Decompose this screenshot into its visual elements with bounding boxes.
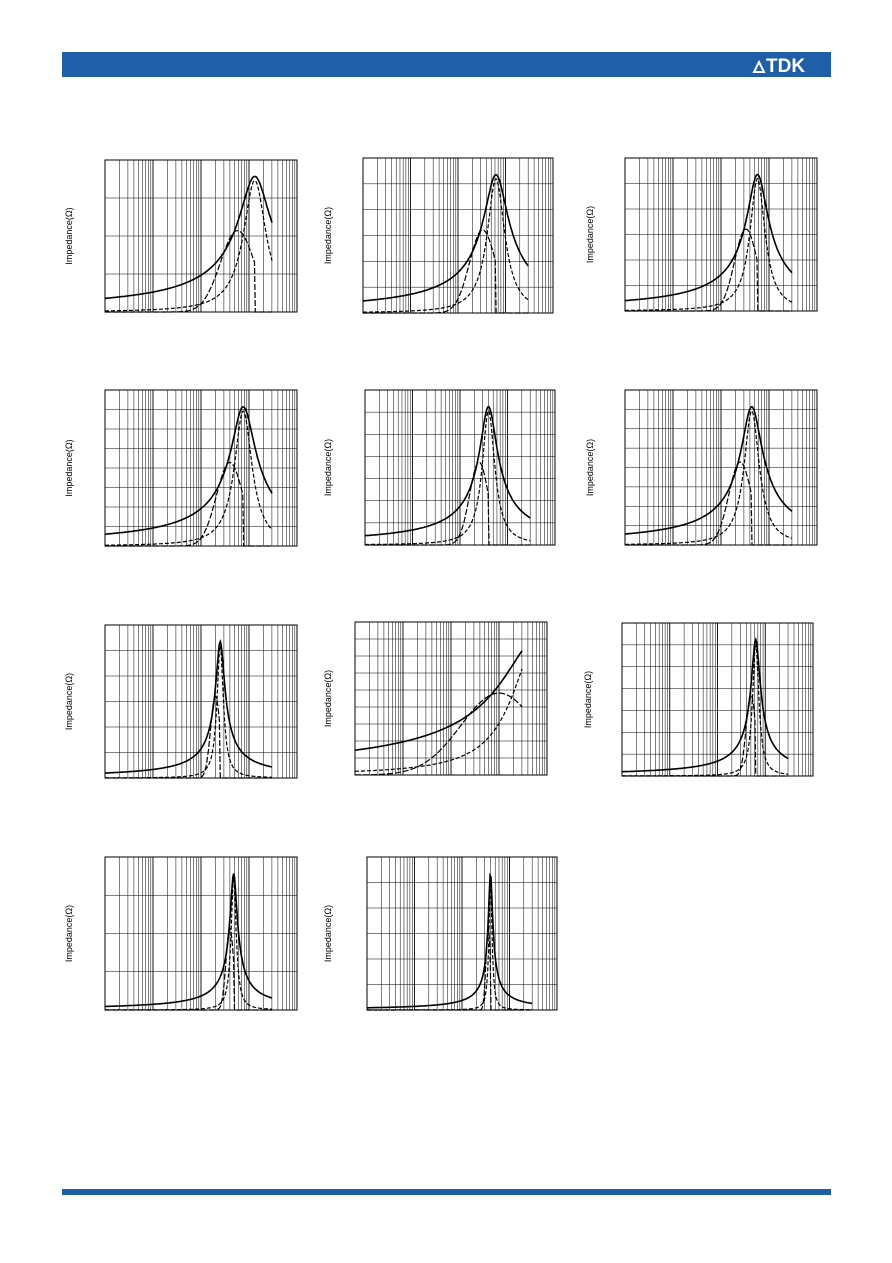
impedance-curve <box>105 873 273 1008</box>
reactance-curve <box>105 461 272 547</box>
resistance-curve <box>625 177 793 311</box>
resistance-curve <box>363 177 529 313</box>
impedance-chart: Impedance(Ω) <box>585 389 818 546</box>
reactance-curve <box>105 229 272 313</box>
header-bar <box>62 52 831 77</box>
impedance-curve <box>624 405 793 535</box>
footer-bar <box>62 1189 831 1195</box>
impedance-chart: Impedance(Ω) <box>64 624 298 779</box>
y-axis-label: Impedance(Ω) <box>64 673 74 730</box>
impedance-chart: Impedance(Ω) <box>64 159 298 313</box>
reactance-curve <box>367 926 533 1011</box>
y-axis-label: Impedance(Ω) <box>585 439 595 496</box>
impedance-chart: Impedance(Ω) <box>64 856 298 1011</box>
reactance-curve <box>355 692 523 776</box>
impedance-chart: Impedance(Ω) <box>583 622 814 777</box>
y-axis-label: Impedance(Ω) <box>323 439 333 496</box>
impedance-curve <box>354 650 523 751</box>
resistance-curve <box>355 668 523 772</box>
impedance-curve <box>622 636 789 773</box>
y-axis-label: Impedance(Ω) <box>583 671 593 728</box>
impedance-chart: Impedance(Ω) <box>323 856 558 1011</box>
reactance-curve <box>625 228 792 312</box>
impedance-chart: Impedance(Ω) <box>585 157 818 312</box>
reactance-curve <box>625 461 792 546</box>
reactance-curve <box>363 229 529 314</box>
impedance-curve <box>104 406 273 535</box>
resistance-curve <box>105 179 273 312</box>
y-axis-label: Impedance(Ω) <box>64 207 74 264</box>
impedance-chart: Impedance(Ω) <box>323 389 556 546</box>
impedance-chart: Impedance(Ω) <box>323 157 554 314</box>
impedance-curve <box>625 173 793 302</box>
resistance-curve <box>105 410 273 546</box>
resistance-curve <box>625 410 793 545</box>
impedance-curve <box>105 639 273 774</box>
logo: TDK <box>766 56 805 77</box>
reactance-curve <box>105 695 272 779</box>
impedance-curve <box>367 872 533 1009</box>
y-axis-label: Impedance(Ω) <box>323 670 333 727</box>
y-axis-label: Impedance(Ω) <box>323 905 333 962</box>
y-axis-label: Impedance(Ω) <box>64 439 74 496</box>
y-axis-label: Impedance(Ω) <box>323 207 333 264</box>
reactance-curve <box>365 461 531 546</box>
reactance-curve <box>622 693 789 777</box>
impedance-chart: Impedance(Ω) <box>323 621 548 776</box>
resistance-curve <box>365 410 531 546</box>
reactance-curve <box>105 927 272 1011</box>
impedance-curve <box>362 173 529 302</box>
y-axis-label: Impedance(Ω) <box>64 905 74 962</box>
y-axis-label: Impedance(Ω) <box>585 206 595 263</box>
logo-symbol <box>752 59 766 73</box>
impedance-chart: Impedance(Ω) <box>64 389 298 547</box>
impedance-curve <box>105 175 273 300</box>
impedance-curve <box>364 405 531 537</box>
